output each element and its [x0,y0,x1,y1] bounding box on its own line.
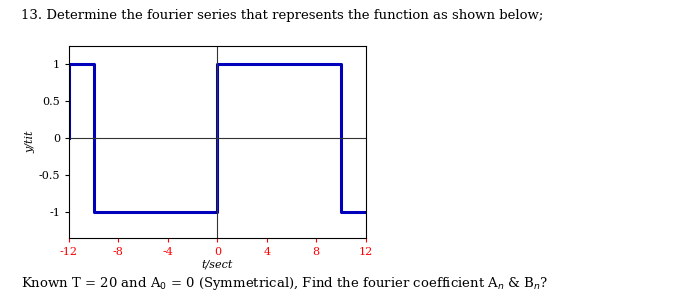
Y-axis label: y/tit: y/tit [26,131,36,153]
X-axis label: t/sect: t/sect [201,260,233,270]
Text: 13. Determine the fourier series that represents the function as shown below;: 13. Determine the fourier series that re… [21,9,543,22]
Text: Known T = 20 and A$_0$ = 0 (Symmetrical), Find the fourier coefficient A$_n$ & B: Known T = 20 and A$_0$ = 0 (Symmetrical)… [21,274,548,292]
